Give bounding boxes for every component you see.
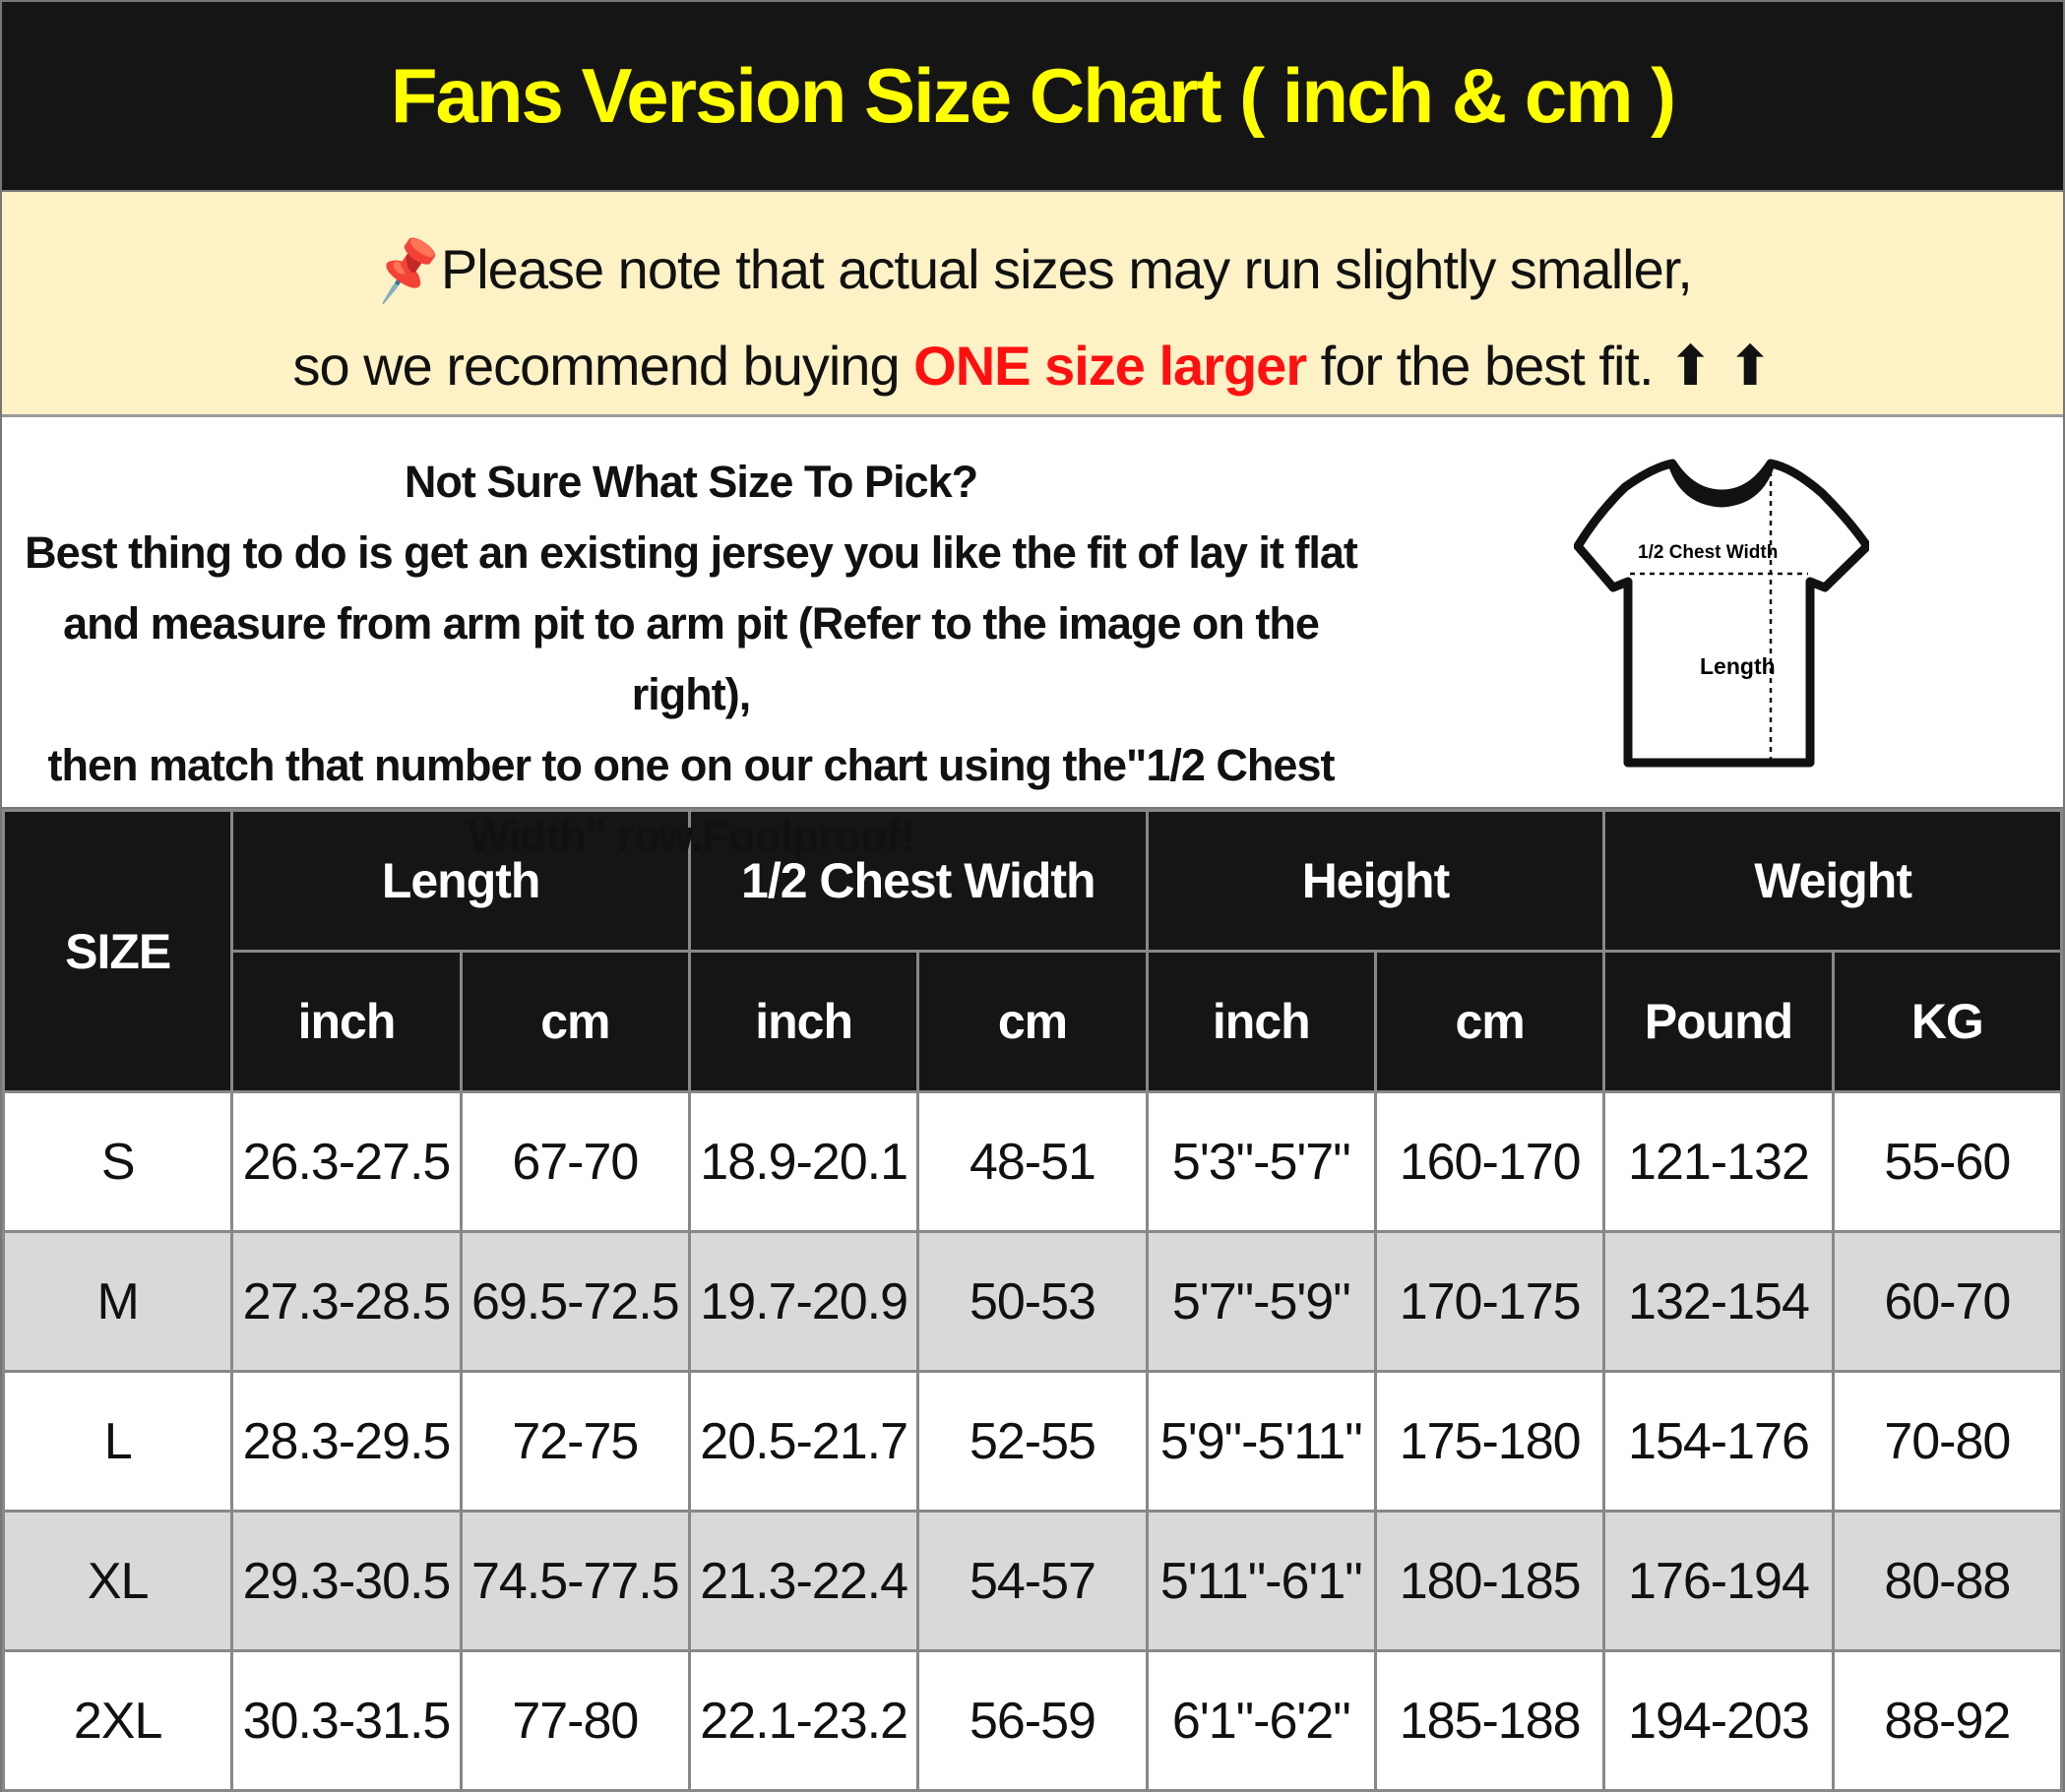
value-cell: 132-154	[1602, 1230, 1835, 1373]
value-cell: 52-55	[916, 1370, 1149, 1513]
value-cell: 50-53	[916, 1230, 1149, 1373]
value-cell: 194-203	[1602, 1649, 1835, 1792]
size-cell: L	[1, 1370, 234, 1513]
unit-header: KG	[1831, 950, 2064, 1093]
guide-heading: Not Sure What Size To Pick?	[404, 457, 978, 507]
fit-guide: Not Sure What Size To Pick? Best thing t…	[2, 417, 2063, 861]
group-header: Height	[1145, 809, 1606, 953]
guide-line: Best thing to do is get an existing jers…	[25, 527, 1358, 578]
diagram-length-label: Length	[1700, 653, 1776, 679]
size-cell: S	[1, 1090, 234, 1233]
value-cell: 170-175	[1373, 1230, 1606, 1373]
value-cell: 72-75	[459, 1370, 691, 1513]
unit-header: cm	[1373, 950, 1606, 1093]
value-cell: 21.3-22.4	[687, 1510, 920, 1652]
value-cell: 18.9-20.1	[687, 1090, 920, 1233]
value-cell: 26.3-27.5	[230, 1090, 463, 1233]
unit-header: inch	[1145, 950, 1377, 1093]
unit-header: cm	[459, 950, 691, 1093]
value-cell: 80-88	[1831, 1510, 2064, 1652]
unit-header: cm	[916, 950, 1149, 1093]
table-row: S 26.3-27.5 67-70 18.9-20.1 48-51 5'3"-5'7" 16…	[1, 1090, 2064, 1233]
unit-header: inch	[687, 950, 920, 1093]
value-cell: 67-70	[459, 1090, 691, 1233]
unit-header: inch	[230, 950, 463, 1093]
value-cell: 176-194	[1602, 1510, 1835, 1652]
value-cell: 69.5-72.5	[459, 1230, 691, 1373]
pushpin-icon: 📌	[368, 232, 446, 306]
value-cell: 160-170	[1373, 1090, 1606, 1233]
unit-header: Pound	[1602, 950, 1835, 1093]
group-header: Weight	[1602, 809, 2063, 953]
value-cell: 56-59	[916, 1649, 1149, 1792]
size-cell: M	[1, 1230, 234, 1373]
note-line2-end: for the best fit.	[1306, 335, 1668, 397]
guide-line: then match that number to one on our cha…	[47, 740, 1336, 790]
up-arrows-icon: ⬆ ⬆	[1667, 335, 1773, 397]
value-cell: 5'9"-5'11"	[1145, 1370, 1377, 1513]
value-cell: 22.1-23.2	[687, 1649, 920, 1792]
value-cell: 88-92	[1831, 1649, 2064, 1792]
table-row: 2XL 30.3-31.5 77-80 22.1-23.2 56-59 6'1"-6'2"…	[1, 1649, 2064, 1792]
value-cell: 19.7-20.9	[687, 1230, 920, 1373]
size-table: SIZE Length 1/2 Chest Width Height Weigh…	[1, 809, 2064, 1792]
value-cell: 5'7"-5'9"	[1145, 1230, 1377, 1373]
value-cell: 77-80	[459, 1649, 691, 1792]
value-cell: 5'3"-5'7"	[1145, 1090, 1377, 1233]
value-cell: 20.5-21.7	[687, 1370, 920, 1513]
value-cell: 48-51	[916, 1090, 1149, 1233]
group-header: Length	[230, 809, 691, 953]
value-cell: 60-70	[1831, 1230, 2064, 1373]
size-cell: 2XL	[1, 1649, 234, 1792]
table-row: L 28.3-29.5 72-75 20.5-21.7 52-55 5'9"-5'11" 1…	[1, 1370, 2064, 1513]
value-cell: 74.5-77.5	[459, 1510, 691, 1652]
value-cell: 54-57	[916, 1510, 1149, 1652]
value-cell: 29.3-30.5	[230, 1510, 463, 1652]
value-cell: 55-60	[1831, 1090, 2064, 1233]
value-cell: 154-176	[1602, 1370, 1835, 1513]
tshirt-diagram-icon: 1/2 Chest Width Length	[1574, 459, 1869, 768]
value-cell: 30.3-31.5	[230, 1649, 463, 1792]
size-cell: XL	[1, 1510, 234, 1652]
diagram-chest-label: 1/2 Chest Width	[1638, 542, 1778, 563]
value-cell: 121-132	[1602, 1090, 1835, 1233]
value-cell: 70-80	[1831, 1370, 2064, 1513]
size-note: 📌Please note that actual sizes may run s…	[2, 192, 2063, 417]
table-row: XL 29.3-30.5 74.5-77.5 21.3-22.4 54-57 5'11"-…	[1, 1510, 2064, 1652]
size-header: SIZE	[1, 809, 234, 1093]
value-cell: 5'11"-6'1"	[1145, 1510, 1377, 1652]
value-cell: 180-185	[1373, 1510, 1606, 1652]
note-line1: Please note that actual sizes may run sl…	[440, 238, 1693, 300]
value-cell: 27.3-28.5	[230, 1230, 463, 1373]
value-cell: 6'1"-6'2"	[1145, 1649, 1377, 1792]
value-cell: 175-180	[1373, 1370, 1606, 1513]
chart-title: Fans Version Size Chart ( inch & cm )	[2, 2, 2063, 192]
guide-line: and measure from arm pit to arm pit (Ref…	[63, 598, 1320, 719]
note-line2-start: so we recommend buying	[292, 335, 914, 397]
table-row: M 27.3-28.5 69.5-72.5 19.7-20.9 50-53 5'7"-5'…	[1, 1230, 2064, 1373]
value-cell: 28.3-29.5	[230, 1370, 463, 1513]
guide-line: Width" row.Foolproof!	[468, 811, 914, 861]
note-highlight: ONE size larger	[913, 335, 1307, 397]
value-cell: 185-188	[1373, 1649, 1606, 1792]
group-header: 1/2 Chest Width	[687, 809, 1149, 953]
